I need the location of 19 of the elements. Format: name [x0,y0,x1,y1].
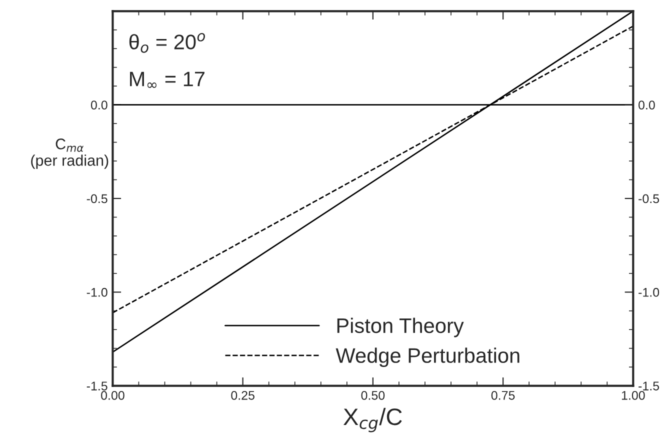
y-tick-label: -0.5 [86,194,108,204]
x-tick-label: 1.00 [622,390,645,400]
y-tick-label: -1.5 [86,382,108,390]
x-tick-label: 0.75 [491,390,515,400]
x-axis-title: X$_{cg}$/C [343,408,402,432]
y2-tick-label: -1.5 [638,382,660,390]
legend-label: Piston Theory [337,318,464,338]
annotation: θ$_{o}$ = 20$^{o}$ [129,33,205,53]
x-tick-label: 0.50 [361,390,385,400]
annotation: M$_{∞}$ = 17 [130,72,204,88]
y2-tick-label: -0.5 [638,194,660,204]
x-tick-label: 0.25 [231,390,254,400]
y-tick-label: -1.0 [86,288,108,297]
y-axis-title: C$_{mα}$ (per radian) [31,138,108,169]
y2-tick-label: -1.0 [638,288,660,297]
x-tick-label: 0.00 [101,390,124,400]
y2-tick-label: 0.0 [638,100,655,110]
legend-label: Wedge Perturbation [336,348,520,368]
y-tick-label: 0.0 [90,100,108,110]
